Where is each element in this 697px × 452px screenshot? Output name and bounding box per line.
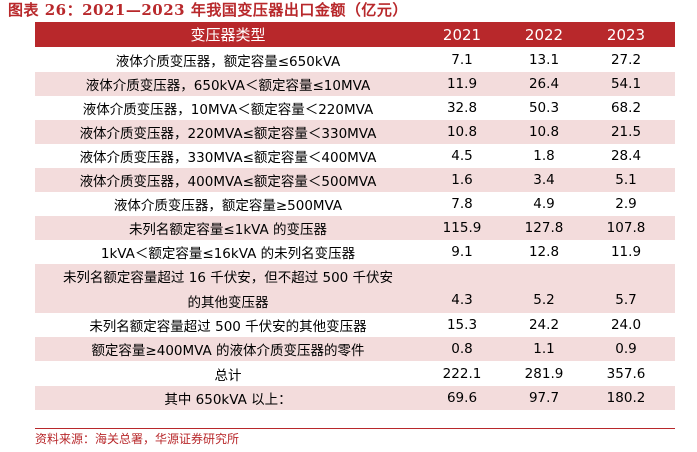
cell-2021: 115.9 <box>442 220 482 236</box>
cell-2022: 10.8 <box>528 124 560 140</box>
figure-title: 图表 26：2021—2023 年我国变压器出口金额（亿元） <box>8 1 408 19</box>
cell-2021: 10.8 <box>446 124 478 140</box>
cell-2023: 180.2 <box>606 390 646 406</box>
cell-2022: 5.2 <box>533 292 555 308</box>
header-2021: 2021 <box>442 25 482 44</box>
row-name: 未列名额定容量超过 500 千伏安的其他变压器 <box>89 319 367 335</box>
row-name: 未列名额定容量≤1kVA 的变压器 <box>128 222 328 238</box>
cell-2021: 4.5 <box>451 148 473 164</box>
cell-2023: 357.6 <box>606 365 646 382</box>
export-value-table: 变压器类型 2021 2022 2023 液体介质变压器，额定容量≤650kVA… <box>35 22 675 410</box>
cell-2021: 1.6 <box>451 172 473 188</box>
cell-2022: 97.7 <box>528 390 560 406</box>
table-row: 液体介质变压器，额定容量≤650kVA 7.1 13.1 27.2 <box>35 47 675 72</box>
table-row: 额定容量≥400MVA 的液体介质变压器的零件 0.8 1.1 0.9 <box>35 337 675 361</box>
cell-2023: 54.1 <box>610 76 642 92</box>
cell-2023: 28.4 <box>610 148 642 164</box>
cell-2023: 5.7 <box>615 292 637 308</box>
cell-2022: 127.8 <box>524 220 564 236</box>
row-name: 液体介质变压器，额定容量≤650kVA <box>115 53 341 70</box>
cell-2023: 5.1 <box>615 172 637 188</box>
cell-2022: 50.3 <box>528 100 560 116</box>
row-name: 未列名额定容量超过 16 千伏安，但不超过 500 千伏安 的其他变压器 <box>35 264 421 313</box>
table-header: 变压器类型 2021 2022 2023 <box>35 22 675 47</box>
row-name: 总计 <box>214 367 242 384</box>
cell-2022: 3.4 <box>533 172 555 188</box>
cell-2022: 26.4 <box>528 76 560 92</box>
table-row: 液体介质变压器，10MVA＜额定容量＜220MVA 32.8 50.3 68.2 <box>35 96 675 120</box>
row-name: 液体介质变压器，额定容量≥500MVA <box>113 198 343 214</box>
table-row: 未列名额定容量超过 16 千伏安，但不超过 500 千伏安 的其他变压器 4.3… <box>35 264 675 313</box>
cell-2022: 281.9 <box>524 365 564 382</box>
row-name-line1: 未列名额定容量超过 16 千伏安，但不超过 500 千伏安 <box>62 270 394 286</box>
table-row-subtotal: 其中 650kVA 以上： 69.6 97.7 180.2 <box>35 386 675 410</box>
row-name: 液体介质变压器，650kVA＜额定容量≤10MVA <box>85 78 371 94</box>
cell-2023: 24.0 <box>610 317 642 333</box>
cell-2022: 4.9 <box>533 196 555 212</box>
header-2022: 2022 <box>524 25 564 44</box>
cell-2022: 13.1 <box>528 51 560 68</box>
cell-2021: 222.1 <box>442 365 482 382</box>
cell-2023: 0.9 <box>615 341 637 357</box>
cell-2021: 9.1 <box>451 244 473 260</box>
row-name: 1kVA＜额定容量≤16kVA 的未列名变压器 <box>100 246 356 262</box>
source-note: 资料来源：海关总署，华源证券研究所 <box>35 428 675 451</box>
cell-2023: 2.9 <box>615 196 637 212</box>
cell-2022: 1.8 <box>533 148 555 164</box>
cell-2021: 7.8 <box>451 196 473 212</box>
row-name: 液体介质变压器，400MVA≤额定容量＜500MVA <box>79 174 377 190</box>
cell-2021: 4.3 <box>451 292 473 308</box>
table-row: 液体介质变压器，650kVA＜额定容量≤10MVA 11.9 26.4 54.1 <box>35 72 675 96</box>
cell-2022: 12.8 <box>528 244 560 260</box>
table-row: 未列名额定容量超过 500 千伏安的其他变压器 15.3 24.2 24.0 <box>35 313 675 337</box>
table-row: 液体介质变压器，330MVA≤额定容量＜400MVA 4.5 1.8 28.4 <box>35 144 675 168</box>
cell-2021: 69.6 <box>446 390 478 406</box>
cell-2023: 68.2 <box>610 100 642 116</box>
header-2023: 2023 <box>606 25 646 44</box>
header-type: 变压器类型 <box>190 26 266 44</box>
cell-2021: 15.3 <box>446 317 478 333</box>
cell-2021: 7.1 <box>451 51 473 68</box>
row-name: 液体介质变压器，10MVA＜额定容量＜220MVA <box>82 102 374 118</box>
row-name-line2: 的其他变压器 <box>187 295 269 311</box>
cell-2021: 32.8 <box>446 100 478 116</box>
cell-2022: 24.2 <box>528 317 560 333</box>
cell-2021: 0.8 <box>451 341 473 357</box>
table-row-total: 总计 222.1 281.9 357.6 <box>35 361 675 386</box>
table-row: 液体介质变压器，额定容量≥500MVA 7.8 4.9 2.9 <box>35 192 675 216</box>
row-name: 液体介质变压器，330MVA≤额定容量＜400MVA <box>79 150 377 166</box>
row-name: 其中 650kVA 以上： <box>164 392 292 408</box>
cell-2022: 1.1 <box>533 341 555 357</box>
cell-2023: 11.9 <box>610 244 642 260</box>
table-row: 1kVA＜额定容量≤16kVA 的未列名变压器 9.1 12.8 11.9 <box>35 240 675 264</box>
cell-2023: 21.5 <box>610 124 642 140</box>
cell-2021: 11.9 <box>446 76 478 92</box>
table-row: 未列名额定容量≤1kVA 的变压器 115.9 127.8 107.8 <box>35 216 675 240</box>
row-name: 额定容量≥400MVA 的液体介质变压器的零件 <box>91 343 365 359</box>
row-name: 液体介质变压器，220MVA≤额定容量＜330MVA <box>79 126 377 142</box>
cell-2023: 27.2 <box>610 51 642 68</box>
table-row: 液体介质变压器，400MVA≤额定容量＜500MVA 1.6 3.4 5.1 <box>35 168 675 192</box>
cell-2023: 107.8 <box>606 220 646 236</box>
table-row: 液体介质变压器，220MVA≤额定容量＜330MVA 10.8 10.8 21.… <box>35 120 675 144</box>
